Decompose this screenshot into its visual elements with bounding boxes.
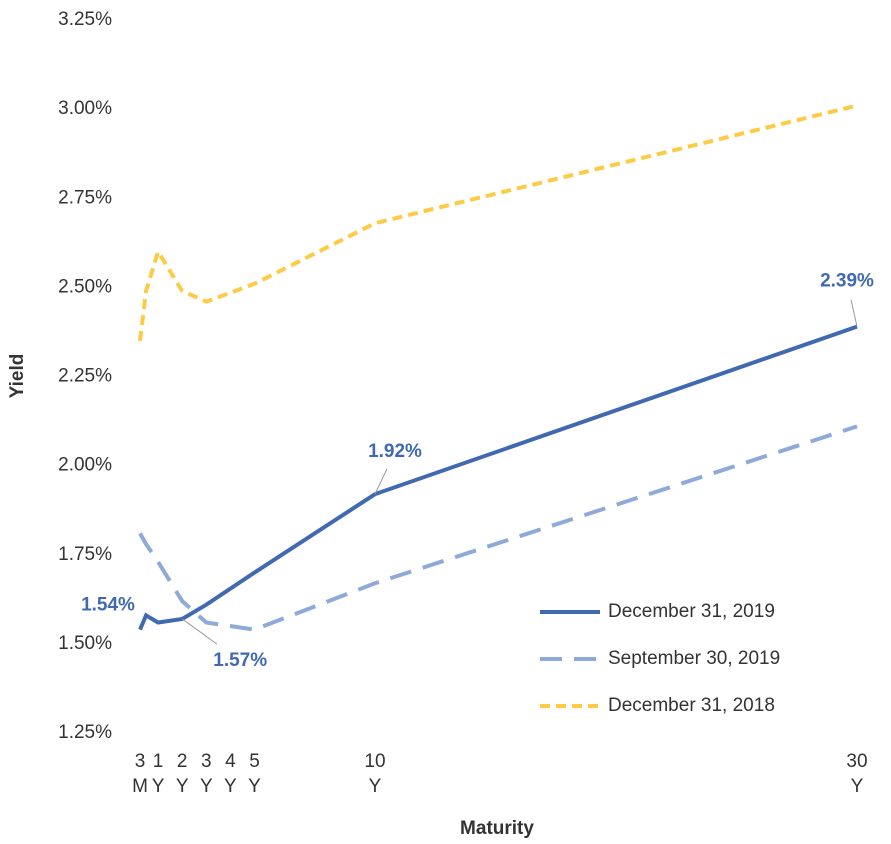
- x-tick-label: Y: [851, 776, 864, 797]
- series-line: [138, 424, 858, 632]
- series-line: [138, 103, 858, 342]
- y-tick-label: 2.50%: [58, 276, 112, 297]
- x-tick-label: Y: [200, 776, 213, 797]
- x-tick-label: 30: [846, 751, 867, 772]
- x-tick-label: Y: [369, 776, 382, 797]
- y-tick-label: 1.25%: [58, 722, 112, 743]
- x-tick-label: 2: [177, 751, 188, 772]
- y-axis-label: Yield: [7, 354, 28, 399]
- x-tick-label: 3: [201, 751, 212, 772]
- series-line: [138, 324, 858, 631]
- y-tick-label: 1.50%: [58, 633, 112, 654]
- x-tick-label: 10: [364, 751, 385, 772]
- leader-line: [374, 468, 388, 495]
- y-tick-label: 2.25%: [58, 366, 112, 387]
- y-tick-label: 2.75%: [58, 187, 112, 208]
- data-label: 1.54%: [81, 595, 135, 616]
- y-tick-label: 1.75%: [58, 544, 112, 565]
- leader-line: [850, 299, 858, 327]
- data-label: 1.57%: [213, 650, 267, 671]
- y-tick-label: 3.25%: [58, 9, 112, 30]
- x-axis-label: Maturity: [460, 818, 534, 839]
- data-label: 1.92%: [368, 441, 422, 462]
- x-tick-label: 1: [153, 751, 164, 772]
- legend-label: December 31, 2018: [608, 695, 775, 716]
- x-tick-label: M: [132, 776, 148, 797]
- y-tick-label: 3.00%: [58, 98, 112, 119]
- y-tick-label: 2.00%: [58, 455, 112, 476]
- legend-label: December 31, 2019: [608, 601, 775, 622]
- x-tick-label: Y: [248, 776, 261, 797]
- leader-line: [181, 618, 218, 645]
- x-tick-label: Y: [176, 776, 189, 797]
- x-tick-label: 3: [135, 751, 146, 772]
- data-label: 2.39%: [820, 271, 874, 292]
- x-tick-label: Y: [224, 776, 237, 797]
- x-tick-label: 4: [225, 751, 236, 772]
- x-tick-label: Y: [152, 776, 165, 797]
- legend-label: September 30, 2019: [608, 648, 780, 669]
- x-tick-label: 5: [249, 751, 260, 772]
